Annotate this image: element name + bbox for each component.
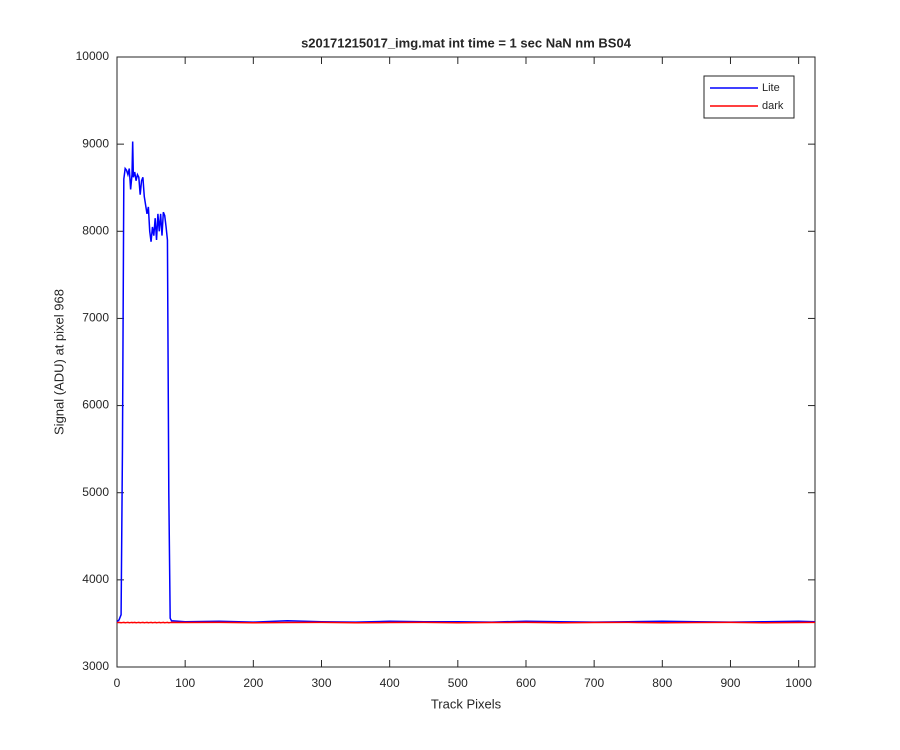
y-tick-label: 8000 xyxy=(82,223,109,237)
y-tick-label: 9000 xyxy=(82,136,109,150)
x-tick-label: 100 xyxy=(175,676,195,690)
x-tick-label: 400 xyxy=(380,676,400,690)
x-tick-label: 1000 xyxy=(785,676,812,690)
x-tick-label: 0 xyxy=(114,676,121,690)
y-axis-label: Signal (ADU) at pixel 968 xyxy=(51,289,66,435)
y-tick-label: 6000 xyxy=(82,398,109,412)
x-tick-label: 500 xyxy=(448,676,468,690)
y-tick-label: 7000 xyxy=(82,311,109,325)
x-tick-label: 700 xyxy=(584,676,604,690)
chart-title: s20171215017_img.mat int time = 1 sec Na… xyxy=(301,35,632,50)
legend-label: dark xyxy=(762,100,784,112)
y-tick-label: 3000 xyxy=(82,659,109,673)
x-tick-label: 300 xyxy=(311,676,331,690)
legend-label: Lite xyxy=(762,82,780,94)
x-tick-label: 200 xyxy=(243,676,263,690)
x-tick-label: 800 xyxy=(652,676,672,690)
x-axis-label: Track Pixels xyxy=(431,696,502,711)
legend-box xyxy=(703,75,795,119)
x-tick-label: 900 xyxy=(720,676,740,690)
x-tick-label: 600 xyxy=(516,676,536,690)
y-tick-label: 4000 xyxy=(82,572,109,586)
y-tick-label: 5000 xyxy=(82,485,109,499)
y-tick-label: 10000 xyxy=(76,49,110,63)
plot-box xyxy=(116,56,816,668)
